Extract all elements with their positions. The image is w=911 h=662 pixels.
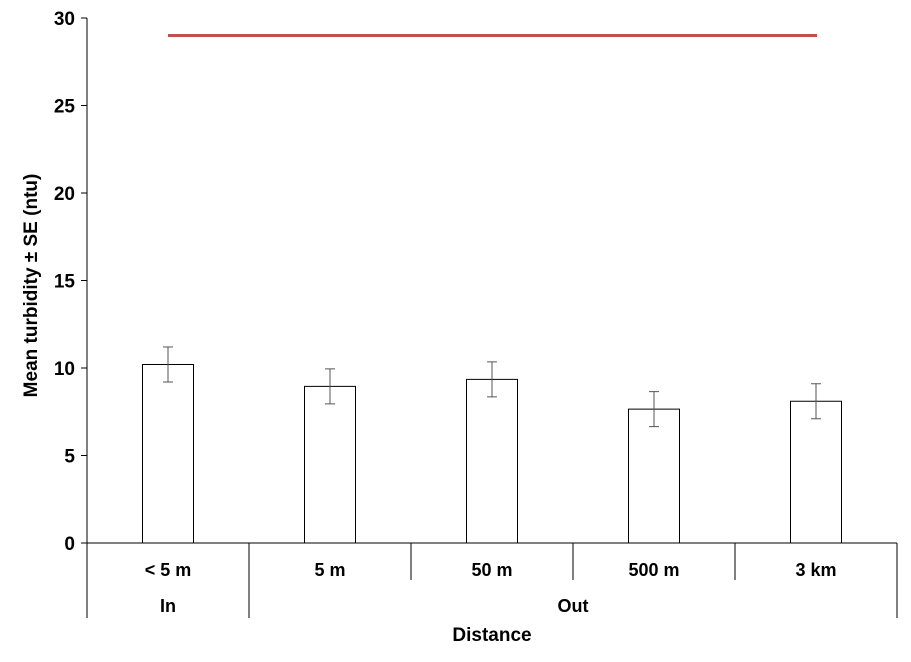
y-tick-label: 15 <box>54 272 76 293</box>
x-category-label: 5 m <box>314 560 345 580</box>
y-tick-label: 20 <box>54 184 75 205</box>
x-axis-group: < 5 m 5 m 50 m 500 m 3 km In Out <box>86 542 898 618</box>
y-axis-ticks: 0 5 10 15 20 25 30 <box>54 9 87 555</box>
x-category-label: 50 m <box>471 560 512 580</box>
y-tick-label: 5 <box>64 447 75 468</box>
bar <box>142 364 194 544</box>
x-axis-title: Distance <box>452 625 531 646</box>
y-axis-title: Mean turbidity ± SE (ntu) <box>21 174 42 398</box>
bar <box>628 408 680 544</box>
y-tick-label: 10 <box>54 359 75 380</box>
bar <box>304 385 356 544</box>
y-tick-label: 30 <box>54 9 75 30</box>
bar <box>790 400 842 544</box>
y-tick-label: 0 <box>64 534 75 555</box>
x-group-label: Out <box>558 596 589 616</box>
bars-group <box>142 346 842 544</box>
x-category-label: 3 km <box>795 560 836 580</box>
y-tick-label: 25 <box>54 97 76 118</box>
x-category-label: 500 m <box>628 560 679 580</box>
x-group-label: In <box>160 596 176 616</box>
bar <box>466 378 518 544</box>
x-category-label: < 5 m <box>145 560 192 580</box>
